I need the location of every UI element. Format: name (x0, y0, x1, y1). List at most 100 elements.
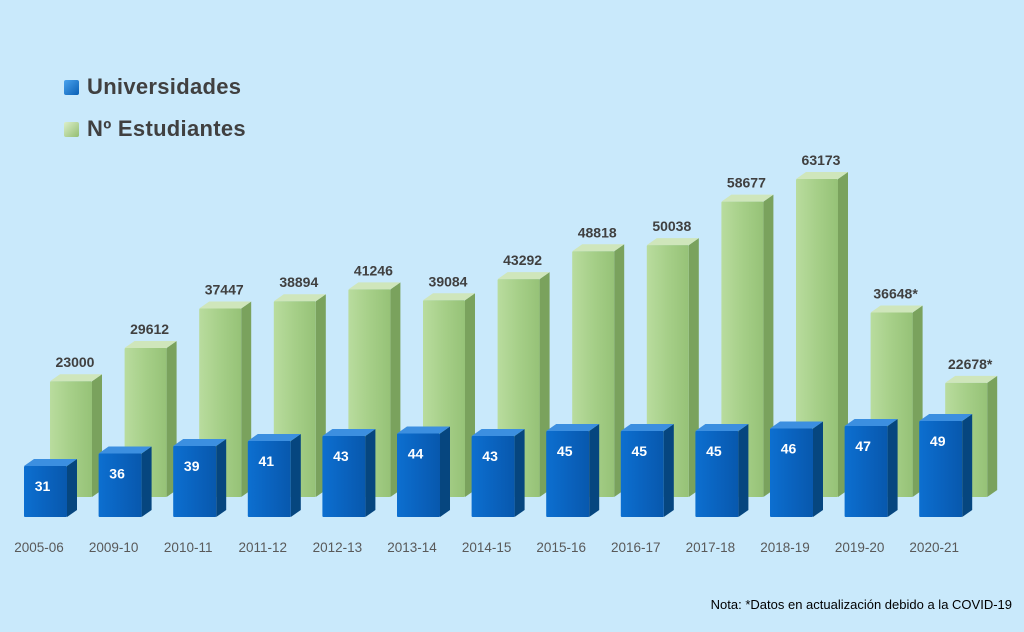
bar-universidades-top (546, 424, 600, 431)
bar-universidades-side (813, 421, 823, 517)
bar-universidades-front (695, 431, 739, 517)
bar-universidades-front (322, 436, 366, 517)
data-label-estudiantes: 63173 (802, 152, 841, 168)
data-label-universidades: 45 (557, 443, 573, 459)
data-label-universidades: 31 (35, 478, 51, 494)
bar-universidades (770, 421, 823, 517)
bar-estudiantes-top (199, 301, 252, 309)
bar-universidades (919, 414, 973, 517)
bar-estudiantes-top (796, 172, 848, 179)
bar-universidades-top (770, 421, 823, 429)
bar-universidades-front (919, 421, 963, 517)
bar-universidades-top (919, 414, 973, 421)
data-label-universidades: 43 (482, 448, 498, 464)
footnote: Nota: *Datos en actualización debido a l… (710, 597, 1012, 612)
data-label-universidades: 36 (109, 466, 125, 482)
data-label-estudiantes: 48818 (578, 224, 617, 240)
data-label-estudiantes: 39084 (429, 273, 468, 289)
data-label-universidades: 43 (333, 448, 349, 464)
data-label-universidades: 46 (781, 441, 797, 457)
bar-universidades-top (247, 434, 301, 441)
bar-universidades-top (98, 446, 152, 454)
x-tick-label: 2020-21 (909, 540, 959, 555)
bar-estudiantes-top (572, 244, 625, 252)
bar-universidades-front (471, 436, 515, 517)
bar-universidades-side (887, 419, 898, 517)
x-tick-label: 2009-10 (89, 540, 139, 555)
legend-item-universidades: Universidades (64, 72, 246, 102)
bar-universidades-top (24, 459, 77, 466)
data-label-universidades: 44 (408, 446, 424, 462)
bar-universidades-top (844, 419, 898, 426)
legend: Universidades Nº Estudiantes (64, 72, 246, 156)
data-label-universidades: 49 (930, 433, 946, 449)
bar-estudiantes-side (763, 194, 774, 497)
bar-universidades-front (397, 433, 440, 517)
bar-estudiantes-top (348, 282, 401, 290)
bar-universidades-side (514, 429, 525, 517)
x-tick-label: 2016-17 (611, 540, 661, 555)
bar-estudiantes-side (838, 172, 848, 497)
data-label-universidades: 41 (259, 453, 275, 469)
legend-swatch-estudiantes (64, 121, 79, 137)
bar-estudiantes-side (987, 375, 998, 497)
bar-universidades-front (98, 453, 142, 517)
legend-swatch-universidades (64, 79, 79, 95)
bar-estudiantes (721, 194, 774, 497)
x-tick-label: 2012-13 (313, 540, 363, 555)
x-tick-label: 2017-18 (686, 540, 736, 555)
bar-universidades-front (173, 446, 217, 517)
data-label-universidades: 47 (855, 438, 871, 454)
bar-universidades-side (962, 414, 973, 517)
bar-universidades (546, 424, 600, 517)
bar-universidades-side (663, 424, 674, 517)
data-label-estudiantes: 41246 (354, 262, 393, 278)
bar-universidades-front (620, 431, 664, 517)
bar-estudiantes-top (646, 238, 699, 246)
bar-estudiantes-top (870, 305, 923, 313)
data-label-estudiantes: 37447 (205, 281, 244, 297)
bar-universidades-side (440, 426, 450, 517)
data-label-estudiantes: 50038 (652, 218, 691, 234)
bar-universidades (695, 424, 749, 517)
legend-label-universidades: Universidades (87, 74, 242, 99)
data-label-estudiantes: 23000 (56, 354, 95, 370)
bar-estudiantes-front (796, 179, 838, 497)
bar-universidades-top (695, 424, 749, 431)
bar-universidades-top (471, 429, 525, 436)
bar-universidades (247, 434, 301, 517)
bar-estudiantes-top (124, 340, 177, 348)
x-tick-label: 2005-06 (14, 540, 64, 555)
bar-universidades (98, 446, 152, 517)
bar-universidades (322, 429, 376, 517)
x-axis-tick-labels: 2005-06 2009-10 2010-11 2011-12 2012-13 2013-… (14, 540, 959, 555)
bar-universidades (844, 419, 898, 517)
bar-universidades-front (546, 431, 590, 517)
bar-estudiantes-top (273, 294, 326, 302)
bar-estudiantes (796, 172, 848, 497)
bar-estudiantes-top (945, 375, 998, 383)
bar-universidades-side (365, 429, 376, 517)
bar-universidades-side (141, 446, 152, 517)
bar-universidades-front (247, 441, 291, 517)
data-labels: 23000 31 29612 36 37447 39 38894 41 41246 43 39084… (35, 152, 993, 494)
bar-universidades-top (397, 426, 450, 434)
legend-item-estudiantes: Nº Estudiantes (64, 114, 246, 144)
x-tick-label: 2014-15 (462, 540, 512, 555)
bar-universidades-front (24, 466, 67, 517)
data-label-universidades: 45 (706, 443, 722, 459)
bar-universidades-top (620, 424, 674, 431)
bar-universidades-side (738, 424, 749, 517)
x-tick-label: 2015-16 (536, 540, 586, 555)
bar-universidades-side (589, 424, 600, 517)
bar-universidades-side (290, 434, 301, 517)
data-label-estudiantes: 58677 (727, 175, 766, 191)
bar-universidades (620, 424, 674, 517)
bar-universidades-side (216, 439, 227, 517)
bar-universidades (397, 426, 450, 517)
bar-estudiantes-front (721, 201, 764, 497)
data-label-estudiantes: 43292 (503, 252, 542, 268)
x-tick-label: 2010-11 (164, 540, 213, 555)
